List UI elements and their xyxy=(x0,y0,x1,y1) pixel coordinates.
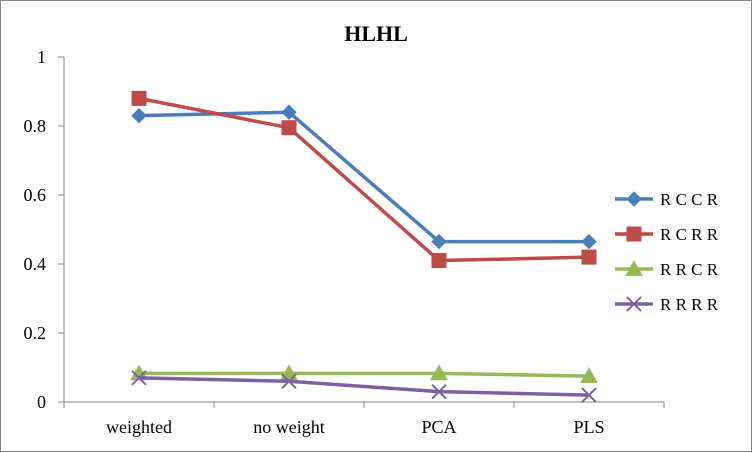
data-point xyxy=(131,107,147,124)
y-tick-label: 0.2 xyxy=(24,323,47,343)
data-point xyxy=(431,253,447,269)
x-tick-label: PLS xyxy=(573,417,604,437)
series-line xyxy=(139,371,590,378)
axes: 0 0.2 0.4 0.6 0.8 1 weighted no weight PCA PLS xyxy=(24,47,665,437)
series-line xyxy=(138,96,590,263)
series-2 xyxy=(131,90,597,269)
data-point xyxy=(581,233,597,250)
data-point xyxy=(581,249,597,265)
y-tick-label: 0.4 xyxy=(24,254,47,274)
data-point xyxy=(281,120,297,136)
series-line xyxy=(138,376,590,397)
legend-item: R R C R xyxy=(615,259,719,279)
legend-item: R C C R xyxy=(615,190,719,209)
legend-label: R C R R xyxy=(660,225,719,244)
series-4 xyxy=(131,370,597,403)
x-tick-label: weighted xyxy=(106,417,172,437)
legend-label: R C C R xyxy=(660,190,719,209)
legend-marker xyxy=(626,296,642,312)
data-point xyxy=(430,364,448,381)
series-line xyxy=(138,110,589,244)
series-1 xyxy=(131,104,597,250)
data-point xyxy=(281,373,297,390)
legend-item: R C R R xyxy=(615,225,719,244)
legend-marker xyxy=(626,226,642,242)
data-point xyxy=(580,367,598,384)
y-tick-label: 0.8 xyxy=(24,116,47,136)
y-tick-label: 0 xyxy=(37,392,46,412)
series-layer xyxy=(130,90,598,403)
legend-label: R R R R xyxy=(660,295,719,314)
legend-label: R R C R xyxy=(660,260,719,279)
data-point xyxy=(281,104,297,120)
legend: R C C R R C R R R R C R R R R R xyxy=(615,190,719,314)
data-point xyxy=(431,383,447,400)
legend-item: R R R R xyxy=(615,295,719,314)
legend-marker xyxy=(625,259,643,276)
data-point xyxy=(131,90,147,106)
legend-marker xyxy=(626,191,642,207)
x-tick-label: no weight xyxy=(253,417,325,437)
y-tick-label: 0.6 xyxy=(24,185,47,205)
chart-title: HLHL xyxy=(344,21,408,46)
y-tick-label: 1 xyxy=(37,47,46,67)
data-point xyxy=(581,387,597,403)
data-point xyxy=(131,370,147,386)
data-point xyxy=(431,233,447,250)
x-tick-label: PCA xyxy=(421,417,456,437)
